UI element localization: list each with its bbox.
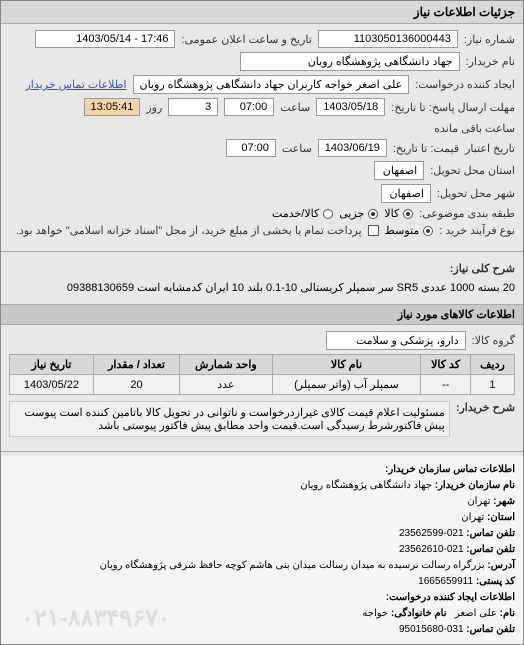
- buy-medium-label: متوسط: [385, 224, 420, 237]
- extra-row: پرداخت تمام یا بخشی از مبلغ خرید، از محل…: [16, 224, 362, 237]
- table-row: 1--سمپلر آب (واتر سمپلر)عدد201403/05/22: [10, 375, 515, 395]
- table-cell: 1: [470, 375, 514, 395]
- footer-header: اطلاعات تماس سازمان خریدار:: [9, 462, 515, 478]
- announce-value: 17:46 - 1403/05/14: [35, 30, 175, 48]
- ctel-label: تلفن تماس:: [466, 624, 515, 635]
- tel: 021-23562599: [399, 528, 464, 539]
- expl-text: مسئولیت اعلام قیمت کالای غیرازدرخواست و …: [9, 401, 450, 437]
- delivery-city-label: شهر محل تحویل:: [437, 187, 515, 200]
- deadline-date: 1403/05/18: [316, 98, 385, 116]
- post: 1665659911: [418, 576, 473, 587]
- table-header: تاریخ نیاز: [10, 355, 94, 375]
- org: جهاد دانشگاهی پژوهشگاه رویان: [300, 480, 432, 491]
- pkg-radio-cash[interactable]: کالا/خدمت: [272, 207, 333, 220]
- announce-label: تاریخ و ساعت اعلان عمومی:: [181, 33, 311, 46]
- radio-icon: [323, 209, 333, 219]
- buyer-name: جهاد دانشگاهی پژوهشگاه رویان: [240, 52, 460, 71]
- table-cell: --: [421, 375, 471, 395]
- goods-header: اطلاعات کالاهای مورد نیاز: [1, 304, 523, 325]
- prov-label: استان:: [487, 512, 515, 523]
- price-deadline-label: قیمت: تا تاریخ:: [393, 142, 459, 155]
- ctel: 031-95015680: [399, 624, 464, 635]
- expl-label: شرح خریدار:: [456, 401, 515, 414]
- desc-text: 20 بسته 1000 عددی SR5 سر سمپلر کریستالی …: [67, 281, 515, 294]
- post-label: کد پستی:: [476, 576, 515, 587]
- delivery-state-label: استان محل تحویل:: [430, 164, 515, 177]
- org-label: نام سازمان خریدار:: [435, 480, 515, 491]
- pkg-partial-label: جزیی: [339, 207, 364, 220]
- creator-label: ایجاد کننده درخواست:: [415, 78, 515, 91]
- table-header: نام کالا: [272, 355, 421, 375]
- price-time-label: ساعت: [282, 142, 312, 155]
- pkg-radio-partial[interactable]: جزیی: [339, 207, 378, 220]
- deadline-time-label: ساعت: [280, 101, 310, 114]
- deadline-time: 07:00: [224, 98, 274, 116]
- price-date: 1403/06/19: [318, 139, 387, 157]
- fname-label: نام:: [500, 608, 515, 619]
- city-label: شهر:: [493, 496, 515, 507]
- days-label: روز: [146, 101, 162, 114]
- deadline-label: مهلت ارسال پاسخ: تا تاریخ:: [391, 101, 515, 114]
- table-cell: 1403/05/22: [10, 375, 94, 395]
- deadline-days: 3: [168, 98, 218, 116]
- pkg-cash-label: کالا/خدمت: [272, 207, 319, 220]
- buy-type-label: نوع فرآیند خرید :: [439, 224, 515, 237]
- price-time: 07:00: [226, 139, 276, 157]
- fax: 021-23562610: [399, 544, 464, 555]
- lname-label: نام خانوادگی:: [391, 608, 447, 619]
- request-no: 1103050136000443: [318, 30, 458, 48]
- pkg-goods-label: کالا: [384, 207, 399, 220]
- table-cell: عدد: [180, 375, 272, 395]
- table-header: کد کالا: [421, 355, 471, 375]
- table-header: واحد شمارش: [180, 355, 272, 375]
- titlebar: جزئیات اطلاعات نیاز: [1, 1, 523, 24]
- watermark: ۰۲۱-۸۸۳۴۹۶۷۰: [21, 600, 171, 638]
- credit-label: تاریخ اعتبار: [465, 142, 515, 155]
- creator: علی اصغر خواجه کاربران جهاد دانشگاهی پژو…: [133, 75, 410, 94]
- desc-label: شرح کلی نیاز:: [450, 262, 515, 275]
- fax-label: تلفن تماس:: [466, 544, 515, 555]
- prov: تهران: [461, 512, 484, 523]
- radio-icon: [403, 209, 413, 219]
- delivery-city: اصفهان: [381, 184, 431, 203]
- tel-label: تلفن تماس:: [466, 528, 515, 539]
- addr: بزرگراه رسالت نرسیده به میدان رسالت میدا…: [100, 560, 485, 571]
- contact-link[interactable]: اطلاعات تماس خریدار: [25, 78, 126, 91]
- group-label: گروه کالا:: [472, 334, 515, 347]
- group-value: دارو، پزشکی و سلامت: [326, 331, 466, 350]
- buyer-name-label: نام خریدار:: [466, 55, 515, 68]
- fname: علی اصغر: [455, 608, 497, 619]
- goods-table: ردیفکد کالانام کالاواحد شمارشتعداد / مقد…: [9, 354, 515, 395]
- radio-icon: [368, 209, 378, 219]
- table-header: تعداد / مقدار: [93, 355, 179, 375]
- lname: خواجه: [362, 608, 388, 619]
- table-cell: 20: [93, 375, 179, 395]
- checkbox[interactable]: [368, 225, 379, 236]
- package-label: طبقه بندی موضوعی:: [419, 207, 515, 220]
- delivery-state: اصفهان: [374, 161, 424, 180]
- radio-icon: [423, 226, 433, 236]
- table-header: ردیف: [470, 355, 514, 375]
- request-no-label: شماره نیاز:: [464, 33, 515, 46]
- remain-value: 13:05:41: [84, 98, 141, 116]
- buy-radio-medium[interactable]: متوسط: [385, 224, 434, 237]
- remain-label: ساعت باقی مانده: [434, 122, 515, 135]
- pkg-radio-goods[interactable]: کالا: [384, 207, 413, 220]
- addr-label: آدرس:: [487, 560, 515, 571]
- table-cell: سمپلر آب (واتر سمپلر): [272, 375, 421, 395]
- city: تهران: [467, 496, 490, 507]
